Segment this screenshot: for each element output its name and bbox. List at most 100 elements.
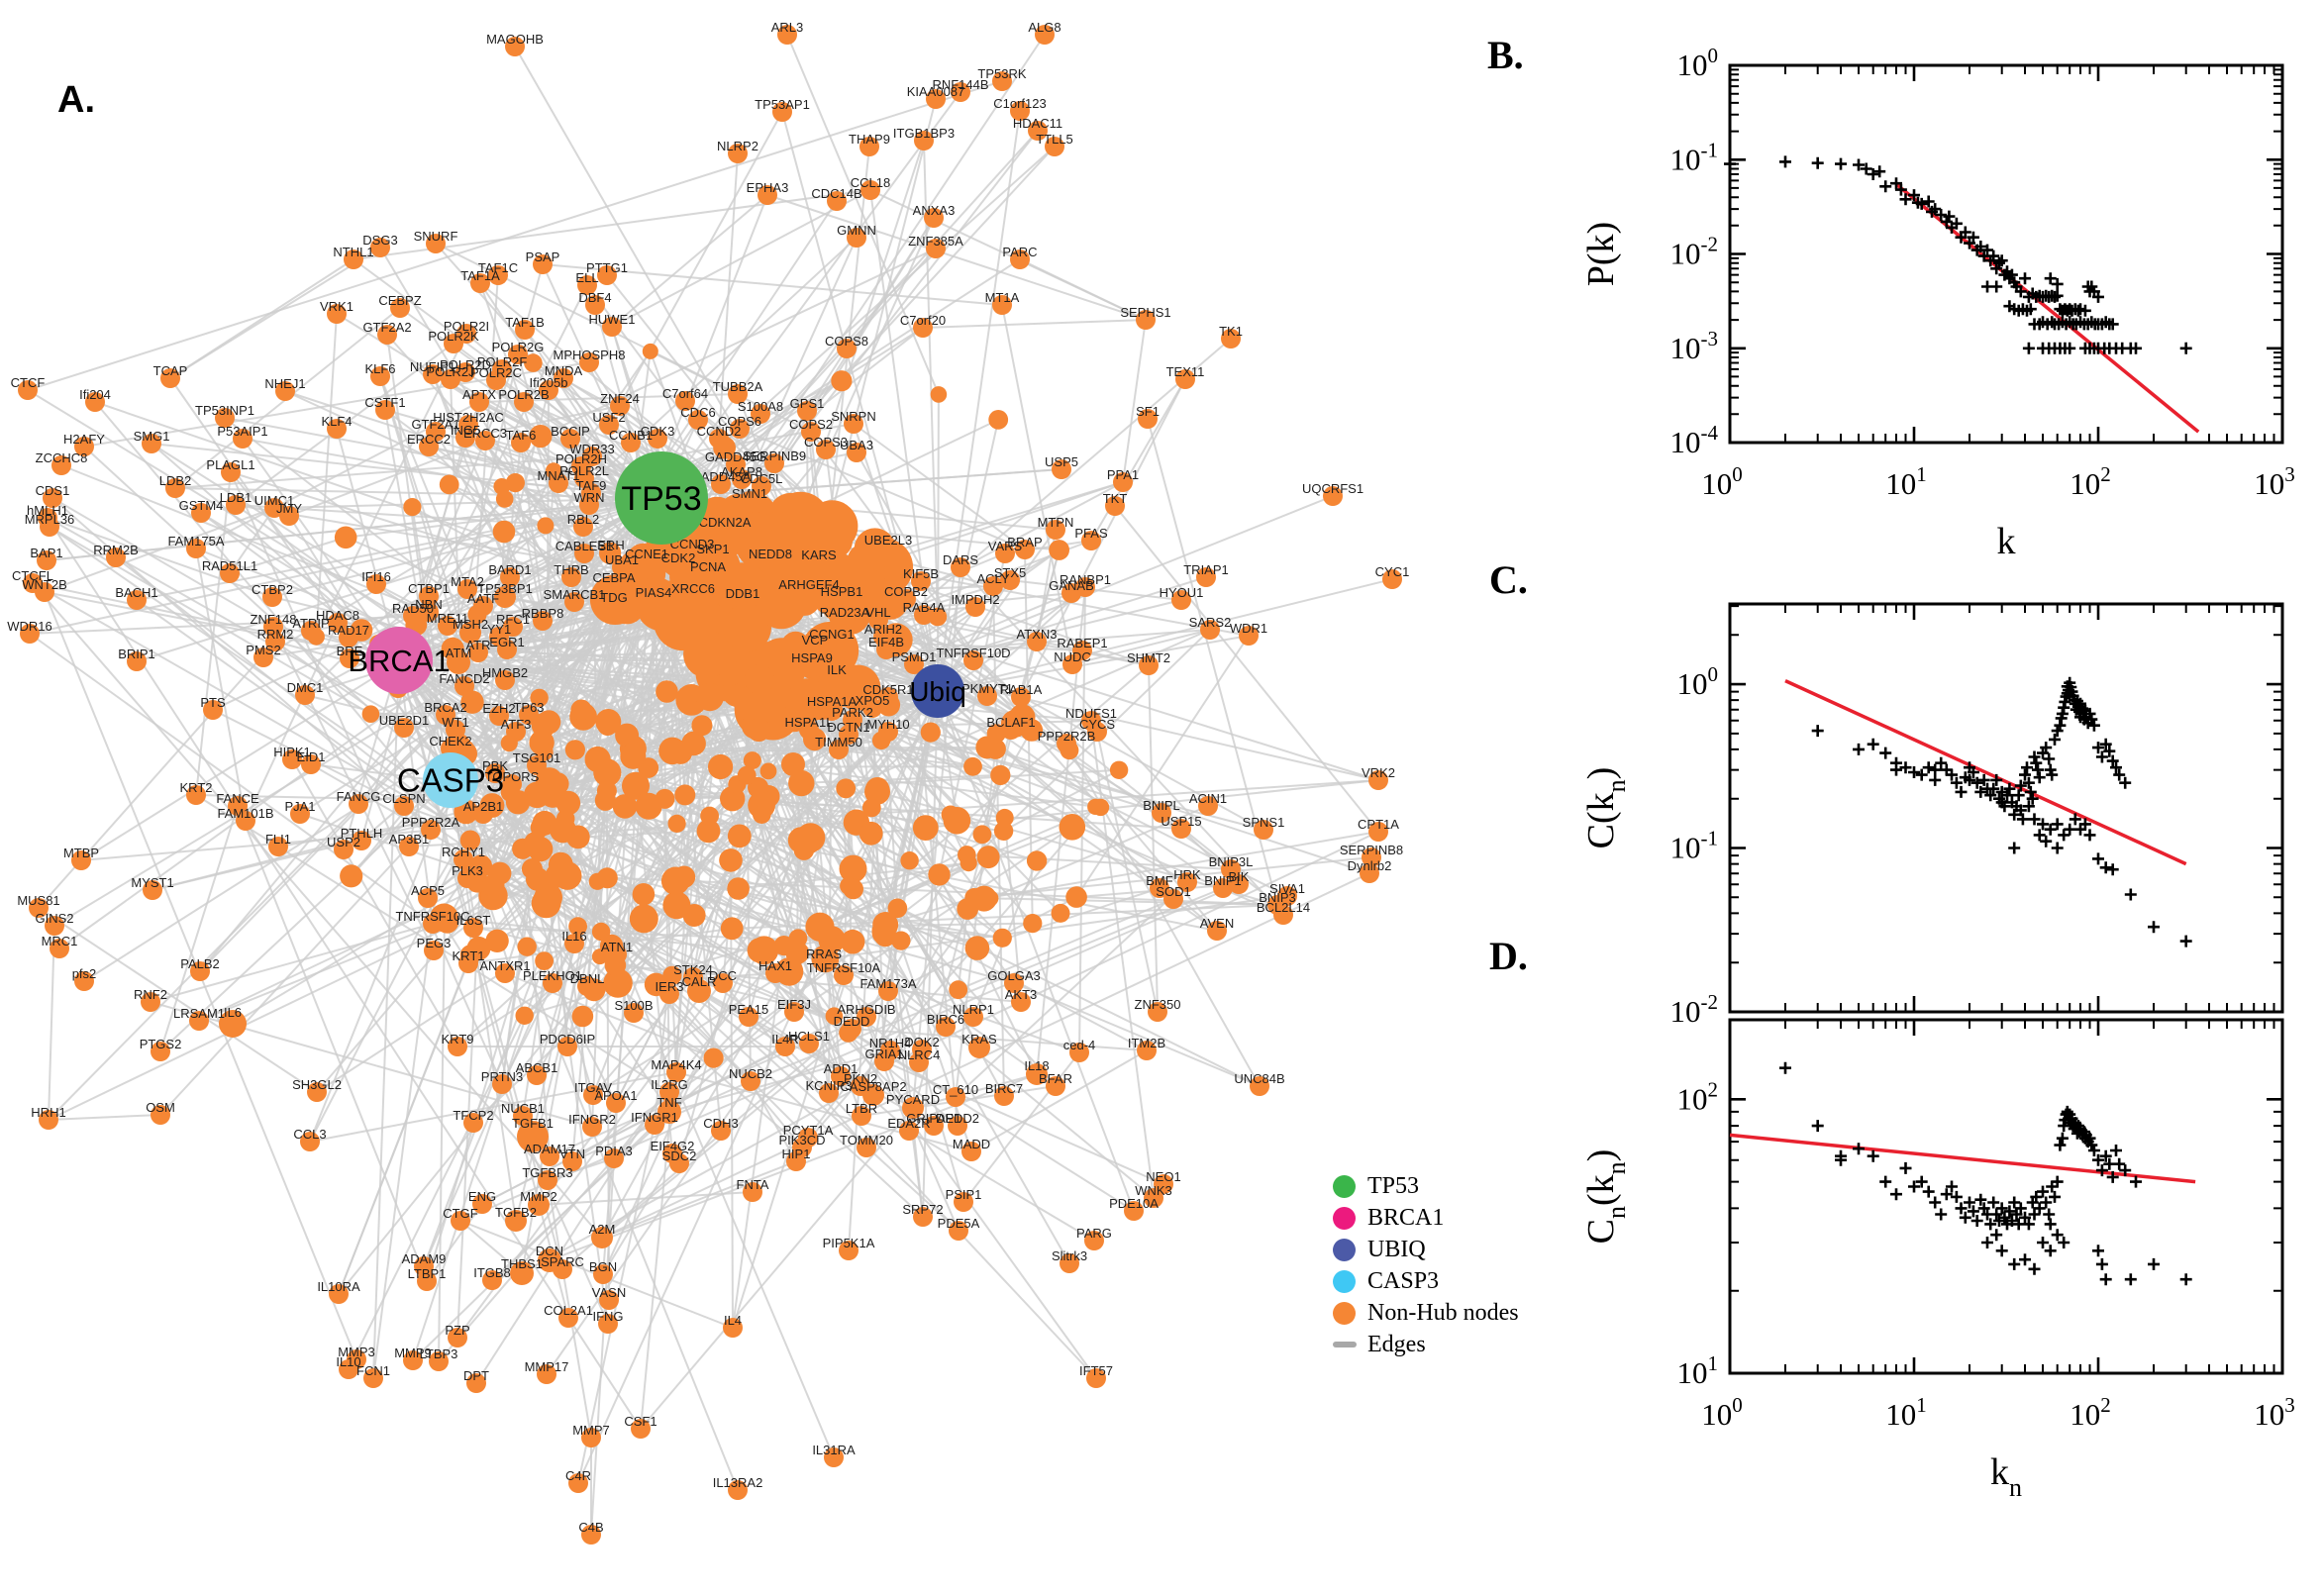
network-node xyxy=(902,1097,924,1119)
network-node xyxy=(475,431,495,450)
network-node-label: RNF2 xyxy=(134,987,167,1002)
network-node xyxy=(995,544,1015,563)
network-node xyxy=(1250,1076,1269,1096)
network-node xyxy=(723,1318,743,1338)
network-node-label: MT1A xyxy=(985,290,1020,305)
network-node xyxy=(1213,878,1233,898)
network-node xyxy=(459,622,481,644)
network-node-filler xyxy=(361,705,380,723)
network-node-label: MYST1 xyxy=(131,875,173,890)
network-node xyxy=(300,1132,320,1151)
network-node xyxy=(35,582,54,602)
network-node-filler xyxy=(582,978,606,1002)
network-node xyxy=(1045,137,1064,156)
network-node-label: TNFRSF10C xyxy=(395,909,469,924)
network-node xyxy=(1010,101,1030,121)
network-node xyxy=(141,992,160,1012)
minor-ticks xyxy=(1730,65,2282,443)
network-node-label: POLR2H xyxy=(556,451,607,466)
network-node-filler xyxy=(530,688,549,708)
network-node-filler xyxy=(595,709,622,735)
network-node xyxy=(503,617,523,637)
network-node xyxy=(51,455,71,475)
network-node-label: CDKN2A xyxy=(699,515,752,530)
network-node-label: PCNA xyxy=(690,559,726,574)
network-node-label: ZCCHC8 xyxy=(36,450,88,465)
network-node xyxy=(403,1350,423,1370)
network-node-filler xyxy=(727,824,752,848)
network-node-label: DPT xyxy=(463,1368,489,1383)
network-node-label: TGFB2 xyxy=(495,1205,537,1220)
network-node-label: THBS1 xyxy=(501,1256,543,1271)
network-node xyxy=(290,804,310,824)
network-node-label: STK24 xyxy=(673,962,713,977)
network-node xyxy=(1086,1368,1106,1388)
network-node-filler xyxy=(535,951,554,970)
network-node xyxy=(951,82,970,102)
network-node xyxy=(515,320,535,340)
network-node-label: CCL3 xyxy=(293,1127,326,1142)
network-node-filler xyxy=(745,664,774,695)
network-node-label: MTBP xyxy=(63,846,99,860)
network-node-label: CTBP2 xyxy=(252,582,293,597)
network-node-filler xyxy=(696,683,724,712)
network-node-label: MMP17 xyxy=(525,1359,569,1374)
network-node xyxy=(581,1525,601,1545)
network-node-label: ABCB1 xyxy=(516,1060,558,1075)
network-node xyxy=(951,557,970,577)
network-node-filler xyxy=(568,917,587,937)
network-node xyxy=(301,754,321,774)
network-node xyxy=(45,916,64,936)
network-node-label: HMGB2 xyxy=(482,665,528,680)
network-node-filler xyxy=(591,948,608,965)
network-node-filler xyxy=(681,618,717,652)
network-node xyxy=(730,419,750,439)
network-node-filler xyxy=(703,1047,724,1068)
network-node xyxy=(486,370,506,390)
network-node xyxy=(581,1428,601,1447)
network-node xyxy=(946,1087,965,1107)
network-node-filler xyxy=(467,605,487,625)
network-node-label: ING5 xyxy=(451,423,480,438)
network-node xyxy=(963,650,983,670)
network-node xyxy=(899,1121,919,1141)
legend-label: Non-Hub nodes xyxy=(1367,1299,1519,1326)
network-node xyxy=(421,820,441,840)
network-node xyxy=(1148,1002,1167,1022)
legend: TP53 BRCA1 UBIQ CASP3 Non-Hub nodes Edge… xyxy=(1333,1170,1519,1360)
network-node-label: ZNF385A xyxy=(908,234,963,249)
network-node xyxy=(489,706,509,726)
network-node-label: TAF1B xyxy=(505,315,545,330)
network-node-label: PTS xyxy=(200,695,226,710)
network-node xyxy=(599,415,619,435)
network-node xyxy=(253,648,273,667)
network-node xyxy=(573,517,593,537)
network-node-label: IFNGR1 xyxy=(631,1110,678,1125)
network-node xyxy=(558,1308,578,1328)
network-node xyxy=(494,586,516,608)
legend-item-nonhub: Non-Hub nodes xyxy=(1333,1297,1519,1329)
network-node-filler xyxy=(1051,903,1070,923)
network-node xyxy=(1124,1201,1144,1221)
network-node-filler xyxy=(756,577,807,630)
network-node-label: POLR2F xyxy=(477,354,528,369)
network-node xyxy=(20,624,40,644)
network-node-label: ITGAV xyxy=(574,1080,612,1095)
legend-label: TP53 xyxy=(1367,1172,1420,1199)
network-node-filler xyxy=(720,917,744,941)
network-node-label: MMP3 xyxy=(338,1345,375,1359)
network-node-label: ATRIP xyxy=(292,616,329,631)
network-node-filler xyxy=(530,817,551,838)
network-node xyxy=(18,380,38,400)
network-node xyxy=(448,1328,467,1347)
network-node-label: BRCA2 xyxy=(424,700,466,715)
network-node xyxy=(377,325,397,345)
network-node-label: FAM101B xyxy=(217,806,273,821)
network-node-label: PIP5K1A xyxy=(823,1236,875,1250)
network-node xyxy=(602,317,622,337)
network-node-filler xyxy=(747,938,772,963)
network-node xyxy=(758,185,777,205)
plot-frame xyxy=(1728,63,2284,445)
